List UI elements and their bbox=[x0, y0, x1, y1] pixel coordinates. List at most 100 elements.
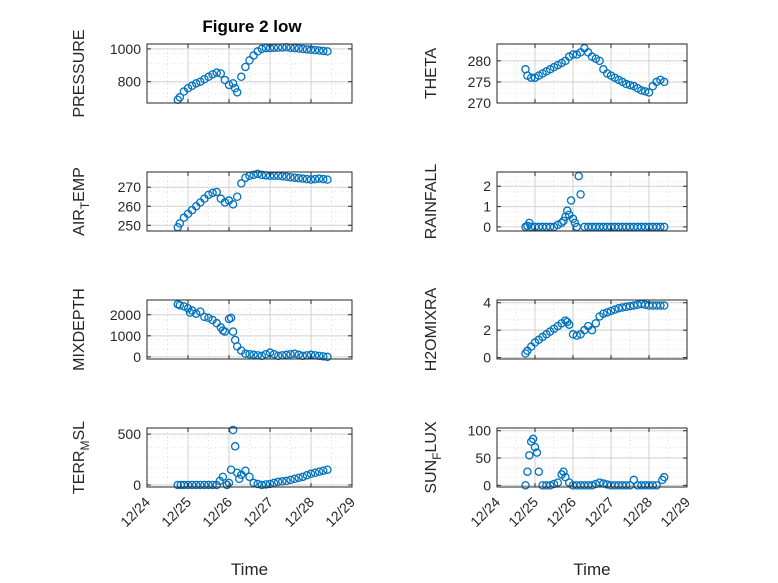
data-point bbox=[310, 174, 320, 184]
plot-area bbox=[497, 428, 687, 487]
data-point bbox=[249, 350, 258, 360]
data-point bbox=[212, 187, 221, 197]
data-point bbox=[278, 172, 287, 181]
x-tick-label: 12/28 bbox=[619, 494, 655, 530]
data-point bbox=[310, 45, 320, 55]
data-point bbox=[528, 434, 538, 444]
x-tick-label: 12/25 bbox=[158, 494, 194, 530]
axes-box bbox=[496, 43, 688, 104]
data-point bbox=[659, 77, 669, 87]
data-point bbox=[591, 319, 601, 328]
data-point bbox=[294, 44, 303, 53]
data-point bbox=[656, 301, 665, 310]
data-point bbox=[222, 480, 232, 490]
data-point bbox=[298, 174, 308, 183]
data-point bbox=[306, 175, 316, 184]
y-tick-label: 2000 bbox=[110, 307, 141, 323]
data-point bbox=[173, 480, 182, 490]
data-point bbox=[566, 196, 576, 205]
data-point bbox=[175, 93, 185, 102]
data-point bbox=[564, 320, 574, 329]
axes-box bbox=[146, 171, 353, 232]
data-point bbox=[314, 174, 324, 183]
data-point bbox=[183, 84, 193, 93]
data-point bbox=[595, 478, 604, 487]
axes-box bbox=[496, 299, 688, 360]
ylabel-2: AIRTEMP bbox=[71, 167, 92, 236]
data-point bbox=[191, 79, 201, 88]
data-point bbox=[526, 73, 536, 82]
ylabel-3: RAINFALL bbox=[423, 164, 440, 240]
data-point bbox=[294, 350, 303, 360]
data-point bbox=[659, 301, 669, 310]
data-point bbox=[269, 350, 279, 359]
data-point bbox=[179, 480, 189, 490]
axes-box bbox=[496, 427, 688, 488]
data-point bbox=[175, 219, 185, 228]
data-point bbox=[302, 174, 312, 184]
axes-box bbox=[146, 43, 353, 104]
data-point bbox=[216, 69, 226, 78]
y-tick-label: 1000 bbox=[110, 328, 141, 344]
data-point bbox=[557, 218, 566, 228]
axes-box bbox=[146, 427, 353, 488]
y-tick-label: 270 bbox=[468, 95, 492, 111]
data-point bbox=[319, 174, 328, 184]
data-point bbox=[521, 481, 530, 490]
data-point bbox=[568, 50, 578, 59]
data-point bbox=[570, 218, 580, 228]
y-tick-label: 50 bbox=[475, 450, 491, 466]
subplot-theta: 270 275 280 THETA bbox=[423, 43, 688, 111]
data-point bbox=[220, 75, 230, 85]
data-point bbox=[549, 479, 559, 489]
data-point bbox=[545, 481, 555, 490]
data-point bbox=[230, 442, 240, 451]
x-axis-label: Time bbox=[231, 560, 268, 579]
data-point bbox=[228, 327, 238, 336]
data-point bbox=[302, 45, 312, 54]
axes-box bbox=[146, 299, 353, 360]
y-tick-label: 0 bbox=[133, 477, 141, 493]
data-point bbox=[602, 308, 612, 317]
y-tick-label: 2 bbox=[483, 178, 491, 194]
data-point bbox=[323, 352, 332, 362]
data-point bbox=[294, 473, 303, 483]
data-point bbox=[282, 172, 291, 182]
data-point bbox=[587, 481, 597, 490]
data-point bbox=[245, 350, 254, 359]
data-point bbox=[610, 305, 620, 314]
data-point bbox=[257, 170, 267, 180]
data-point bbox=[525, 218, 534, 228]
data-point bbox=[644, 88, 654, 97]
data-point bbox=[204, 313, 213, 323]
data-point bbox=[226, 313, 236, 323]
data-point bbox=[532, 448, 542, 457]
data-point bbox=[241, 173, 250, 182]
subplot-h2omixra: 0 2 4 H2OMIXRA bbox=[423, 287, 688, 371]
data-point bbox=[237, 72, 246, 82]
data-point bbox=[208, 480, 217, 490]
x-axis-label: Time bbox=[573, 560, 610, 579]
data-point bbox=[183, 304, 193, 313]
data-point bbox=[290, 349, 299, 358]
x-tick-label: 12/26 bbox=[543, 494, 579, 530]
y-tick-label: 1 bbox=[483, 199, 491, 215]
data-point bbox=[298, 44, 308, 54]
plot-area bbox=[147, 300, 352, 359]
data-point bbox=[319, 466, 328, 475]
subplot-pressure: 800 1000 PRESSURE bbox=[71, 29, 353, 118]
data-point bbox=[534, 467, 544, 476]
data-point bbox=[323, 465, 332, 474]
ylabel-7: SUNFLUX bbox=[423, 421, 444, 494]
data-point bbox=[294, 173, 303, 183]
data-point bbox=[286, 172, 295, 182]
data-point bbox=[290, 173, 299, 182]
data-point bbox=[525, 451, 534, 460]
data-point bbox=[179, 302, 189, 311]
data-point bbox=[282, 476, 291, 486]
x-tick-label: 12/26 bbox=[199, 494, 235, 530]
data-point bbox=[559, 216, 568, 226]
data-point bbox=[595, 56, 604, 66]
data-point bbox=[191, 480, 201, 490]
data-point bbox=[310, 468, 320, 478]
